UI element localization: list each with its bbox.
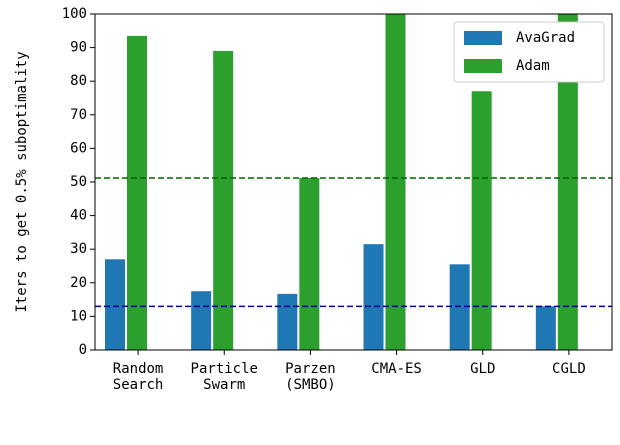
y-tick-label: 50 — [70, 174, 87, 190]
bar — [299, 177, 320, 350]
bar — [191, 291, 212, 350]
y-tick-label: 70 — [70, 107, 87, 123]
y-tick-label: 80 — [70, 73, 87, 89]
y-tick-label: 100 — [62, 6, 87, 22]
x-tick-label: CMA-ES — [371, 361, 422, 377]
bar — [213, 50, 234, 351]
plot-frame — [94, 13, 613, 351]
y-tick-label: 40 — [70, 208, 87, 224]
y-tick-label: 20 — [70, 275, 87, 291]
y-tick-label: 90 — [70, 40, 87, 56]
y-tick-label: 0 — [79, 342, 87, 358]
x-tick-label: CGLD — [552, 361, 586, 377]
bar — [449, 264, 470, 350]
y-tick-label: 60 — [70, 140, 87, 156]
bar — [105, 259, 125, 350]
x-tick-label: GLD — [470, 361, 495, 377]
y-tick-label: 10 — [70, 308, 87, 324]
legend-label: Adam — [516, 58, 550, 74]
bar — [127, 35, 147, 351]
y-tick-label: 30 — [70, 241, 87, 257]
x-tick-label: Swarm — [203, 377, 245, 393]
bar — [535, 306, 556, 350]
legend-swatch — [464, 31, 502, 45]
bar — [557, 14, 578, 350]
legend-swatch — [464, 59, 502, 73]
bar — [277, 293, 298, 350]
bar — [363, 244, 384, 350]
bar — [471, 91, 492, 350]
x-tick-label: Search — [113, 377, 164, 393]
x-tick-label: Random — [113, 361, 164, 377]
x-tick-label: Parzen — [285, 361, 336, 377]
x-tick-label: Particle — [191, 361, 258, 377]
x-tick-label: (SMBO) — [285, 377, 336, 393]
legend-label: AvaGrad — [516, 30, 575, 46]
bar — [385, 14, 406, 350]
y-axis-label: Iters to get 0.5% suboptimality — [14, 51, 30, 312]
